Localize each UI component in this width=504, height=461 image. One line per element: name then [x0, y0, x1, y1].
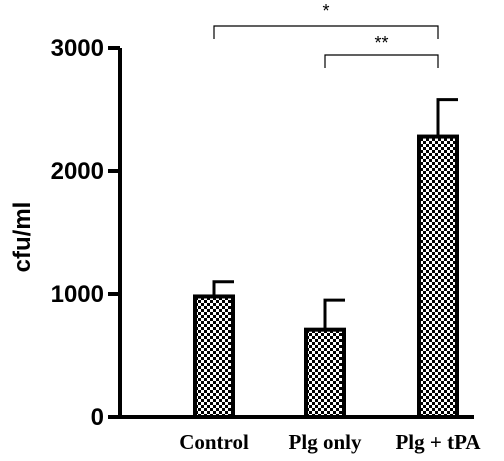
y-tick-label: 2000: [51, 158, 104, 185]
significance-annotations: ***: [213, 1, 439, 68]
y-tick-label: 1000: [51, 281, 104, 308]
bars: [193, 98, 459, 420]
y-tick-label: 3000: [51, 35, 104, 62]
significance-label: *: [322, 1, 329, 21]
x-tick-label: Plg + tPA: [395, 430, 481, 454]
axes: 0 1000 2000 3000 Control Plg only Plg + tPA: [51, 35, 482, 454]
significance-label: **: [374, 33, 388, 53]
significance-bracket: *: [213, 1, 439, 39]
bar: [193, 294, 235, 419]
bar: [304, 327, 346, 420]
bar: [417, 134, 459, 419]
bracket-line: [324, 54, 439, 68]
x-tick-label: Control: [179, 430, 249, 454]
significance-bracket: **: [324, 33, 439, 68]
x-tick-label: Plg only: [289, 430, 362, 454]
y-tick-label: 0: [91, 404, 104, 431]
y-axis-label: cfu/ml: [9, 202, 36, 273]
bracket-line: [213, 25, 439, 39]
